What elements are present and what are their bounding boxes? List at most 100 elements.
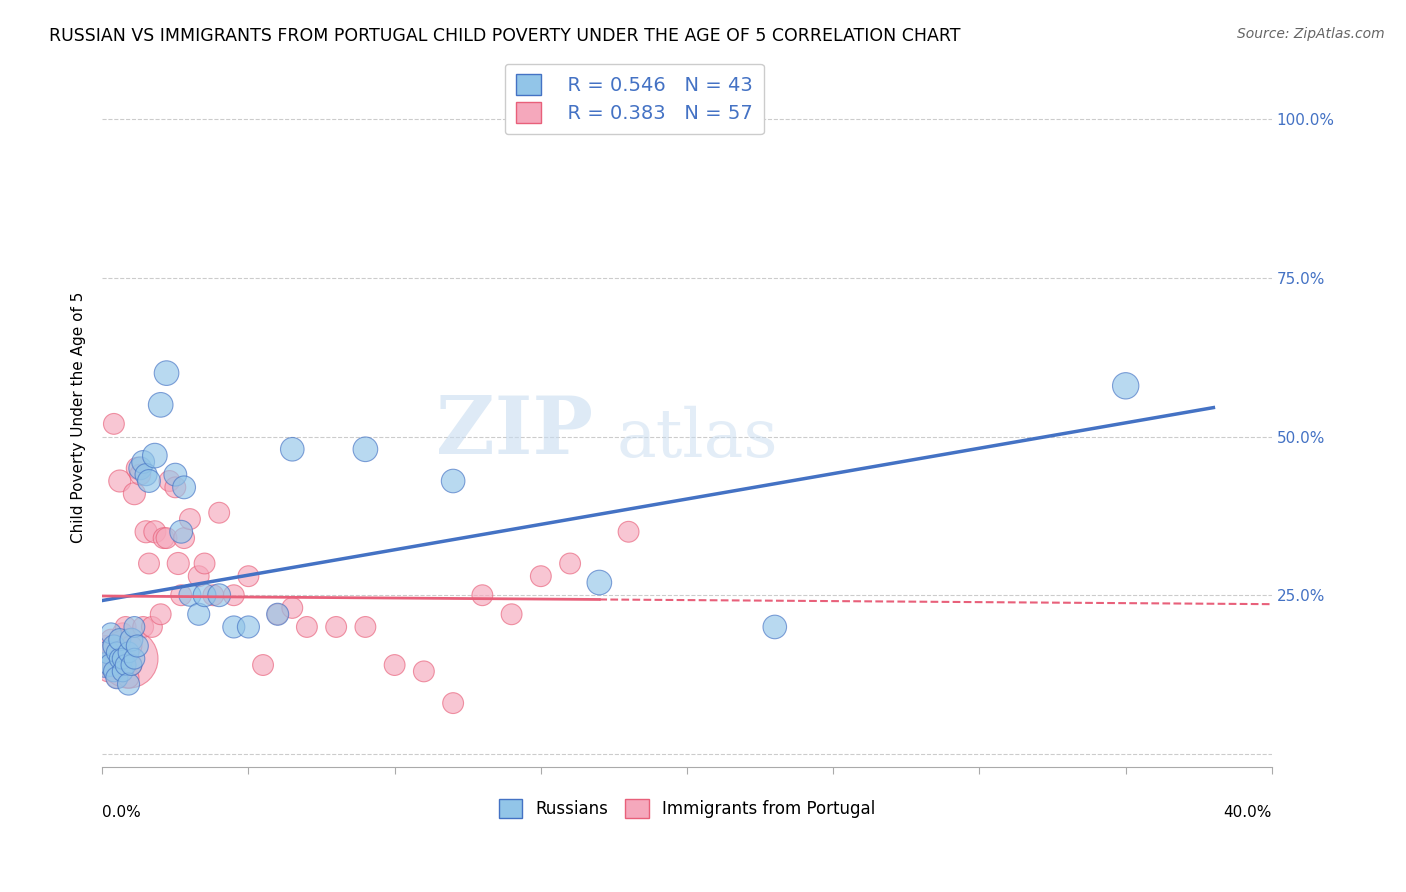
Point [266, 607, 288, 622]
Point [152, 531, 174, 545]
Point [252, 658, 274, 673]
Point [127, 461, 149, 475]
Point [117, 677, 139, 691]
Point [117, 645, 139, 659]
Point [149, 607, 172, 622]
Point [167, 557, 190, 571]
Point [159, 474, 181, 488]
Point [325, 620, 347, 634]
Point [558, 557, 581, 571]
Point [155, 366, 177, 380]
Point [354, 620, 377, 634]
Point [412, 665, 434, 679]
Point [100, 626, 122, 640]
Point [135, 467, 157, 482]
Point [111, 665, 134, 679]
Point [108, 639, 131, 653]
Point [114, 651, 136, 665]
Point [193, 588, 215, 602]
Point [170, 524, 193, 539]
Point [97, 665, 120, 679]
Point [100, 658, 122, 673]
Point [132, 620, 155, 634]
Point [103, 658, 125, 673]
Point [94, 658, 117, 673]
Point [149, 398, 172, 412]
Point [170, 588, 193, 602]
Point [281, 601, 304, 615]
Point [129, 461, 152, 475]
Point [763, 620, 786, 634]
Point [208, 588, 231, 602]
Point [108, 651, 131, 665]
Point [138, 557, 160, 571]
Point [238, 620, 260, 634]
Y-axis label: Child Poverty Under the Age of 5: Child Poverty Under the Age of 5 [72, 292, 86, 543]
Point [193, 557, 215, 571]
Point [173, 480, 195, 494]
Text: 40.0%: 40.0% [1223, 805, 1272, 820]
Point [114, 658, 136, 673]
Point [111, 651, 134, 665]
Point [384, 658, 406, 673]
Point [501, 607, 523, 622]
Point [117, 671, 139, 685]
Point [124, 651, 146, 665]
Point [471, 588, 494, 602]
Point [108, 474, 131, 488]
Point [441, 474, 464, 488]
Point [129, 467, 152, 482]
Point [103, 665, 125, 679]
Point [141, 620, 163, 634]
Point [127, 639, 149, 653]
Text: ZIP: ZIP [436, 392, 593, 470]
Point [155, 531, 177, 545]
Point [105, 645, 128, 659]
Point [105, 671, 128, 685]
Point [94, 639, 117, 653]
Point [94, 658, 117, 673]
Point [266, 607, 288, 622]
Point [138, 474, 160, 488]
Point [114, 620, 136, 634]
Point [222, 620, 245, 634]
Point [281, 442, 304, 457]
Point [120, 658, 142, 673]
Point [120, 639, 142, 653]
Point [132, 455, 155, 469]
Point [103, 417, 125, 431]
Point [187, 569, 209, 583]
Point [108, 632, 131, 647]
Text: RUSSIAN VS IMMIGRANTS FROM PORTUGAL CHILD POVERTY UNDER THE AGE OF 5 CORRELATION: RUSSIAN VS IMMIGRANTS FROM PORTUGAL CHIL… [49, 27, 960, 45]
Point [143, 449, 166, 463]
Point [173, 531, 195, 545]
Point [111, 626, 134, 640]
Point [588, 575, 610, 590]
Point [222, 588, 245, 602]
Point [179, 588, 201, 602]
Point [97, 645, 120, 659]
Point [530, 569, 553, 583]
Point [295, 620, 318, 634]
Point [105, 645, 128, 659]
Point [617, 524, 640, 539]
Point [202, 588, 225, 602]
Point [100, 651, 122, 665]
Point [97, 645, 120, 659]
Point [105, 671, 128, 685]
Point [354, 442, 377, 457]
Point [120, 632, 142, 647]
Point [1115, 379, 1137, 393]
Point [111, 665, 134, 679]
Text: atlas: atlas [617, 406, 779, 471]
Legend: Russians, Immigrants from Portugal: Russians, Immigrants from Portugal [492, 792, 882, 824]
Point [165, 480, 187, 494]
Point [100, 632, 122, 647]
Point [103, 639, 125, 653]
Point [441, 696, 464, 710]
Point [135, 524, 157, 539]
Point [165, 467, 187, 482]
Point [208, 506, 231, 520]
Point [143, 524, 166, 539]
Point [238, 569, 260, 583]
